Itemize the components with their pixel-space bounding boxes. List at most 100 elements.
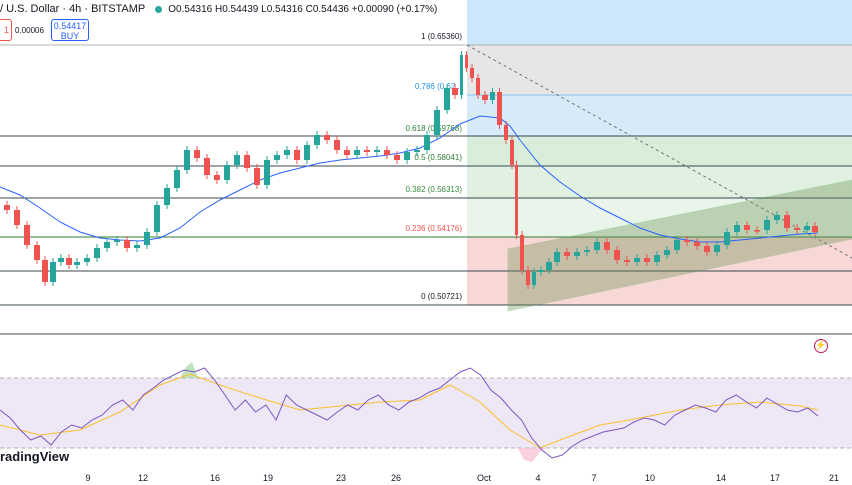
fib-label-0618: 0.618 (0.59768) — [406, 124, 463, 133]
symbol-title[interactable]: / U.S. Dollar · 4h · BITSTAMP — [0, 3, 146, 15]
candle-body — [164, 188, 170, 205]
candle-body — [424, 135, 430, 150]
candle-body — [264, 160, 270, 185]
candle-body — [794, 228, 800, 230]
candle-body — [465, 55, 468, 68]
candle-body — [94, 248, 100, 258]
candle-body — [444, 88, 450, 110]
buy-label: BUY — [60, 31, 80, 41]
candle-body — [497, 92, 502, 125]
buy-button[interactable]: 0.54417 BUY — [51, 19, 89, 41]
rsi-overbought-fill — [180, 362, 198, 378]
candle-body — [254, 168, 260, 185]
time-tick-label: 14 — [716, 473, 726, 483]
candle-body — [515, 165, 518, 235]
candle-body — [744, 225, 750, 230]
candle-body — [634, 258, 640, 262]
fib-zone-0786-0618 — [467, 95, 852, 136]
rsi-oversold-fill — [518, 448, 546, 462]
candle-body — [554, 252, 560, 262]
candle-body — [434, 110, 440, 135]
candle-body — [204, 158, 210, 175]
candle-body — [144, 232, 150, 245]
candle-body — [510, 140, 514, 165]
time-tick-label: Oct — [477, 473, 492, 483]
candle-body — [812, 226, 818, 232]
candle-body — [604, 242, 610, 250]
candle-body — [184, 150, 190, 170]
candle-body — [384, 150, 390, 155]
time-tick-label: 9 — [85, 473, 90, 483]
candle-body — [684, 240, 690, 242]
time-tick-label: 4 — [535, 473, 540, 483]
fib-label-05: 0.5 (0.58041) — [414, 153, 462, 162]
fib-label-0: 0 (0.50721) — [421, 292, 462, 301]
candle-body — [774, 215, 780, 220]
candle-body — [490, 92, 495, 100]
ohlc-readout: O0.54316 H0.54439 L0.54316 C0.54436 +0.0… — [168, 3, 438, 15]
candle-body — [104, 242, 110, 248]
candle-body — [354, 150, 360, 155]
buy-price: 0.54417 — [53, 21, 87, 31]
fib-label-0236: 0.236 (0.54176) — [406, 224, 463, 233]
moving-average-line[interactable] — [0, 115, 819, 243]
time-tick-label: 12 — [138, 473, 148, 483]
candle-body — [58, 258, 64, 262]
candle-body — [734, 225, 740, 232]
candle-body — [564, 252, 570, 256]
candle-body — [704, 246, 710, 252]
candle-body — [526, 270, 530, 285]
candle-body — [674, 240, 680, 250]
candle-body — [294, 150, 300, 160]
candle-body — [14, 210, 20, 225]
candle-body — [124, 240, 130, 248]
candle-body — [34, 245, 40, 260]
candle-body — [664, 250, 670, 255]
candle-body — [114, 240, 120, 242]
candle-body — [224, 165, 230, 180]
candle-body — [214, 175, 220, 180]
candle-body — [624, 260, 630, 262]
candle-body — [404, 152, 410, 160]
candle-body — [174, 170, 180, 188]
candle-body — [724, 232, 730, 245]
flash-icon[interactable]: ⚡ — [814, 339, 828, 353]
time-tick-label: 26 — [391, 473, 401, 483]
candle-body — [194, 150, 200, 158]
fib-zone-top — [467, 0, 852, 45]
spread-value: 0.00006 — [15, 26, 44, 35]
fib-zone-1-0786 — [467, 45, 852, 95]
market-open-icon — [155, 5, 163, 13]
candle-body — [644, 258, 650, 262]
candle-body — [714, 245, 720, 252]
candle-body — [244, 155, 250, 168]
fib-labels: 1 (0.65360) 0.786 (0.62... 0.618 (0.5976… — [406, 32, 463, 301]
fib-zone-05-0382 — [467, 166, 852, 198]
candle-body — [234, 155, 240, 165]
fib-label-0786: 0.786 (0.62... — [415, 82, 462, 91]
tradingview-logo[interactable]: radingView — [0, 449, 70, 464]
candle-body — [452, 88, 458, 95]
candle-body — [594, 242, 600, 250]
fib-label-0382: 0.382 (0.56313) — [406, 185, 463, 194]
candle-body — [364, 150, 370, 152]
candle-body — [42, 260, 48, 282]
candle-body — [154, 205, 160, 232]
candle-body — [394, 155, 400, 160]
rsi-line — [0, 367, 819, 459]
candle-body — [532, 272, 536, 285]
chart-header: / U.S. Dollar · 4h · BITSTAMP O0.54316 H… — [0, 3, 437, 15]
time-tick-label: 17 — [770, 473, 780, 483]
candlesticks[interactable] — [4, 51, 818, 289]
candle-body — [344, 150, 350, 155]
sell-button[interactable]: 1 — [0, 19, 12, 41]
time-axis[interactable]: 9 12 16 19 23 26 Oct 4 7 10 14 17 21 — [85, 473, 839, 483]
time-tick-label: 23 — [336, 473, 346, 483]
candle-body — [134, 245, 140, 248]
candle-body — [482, 95, 488, 100]
candle-body — [324, 135, 330, 140]
candle-body — [460, 55, 463, 95]
candle-body — [520, 235, 524, 270]
candle-body — [654, 255, 660, 262]
